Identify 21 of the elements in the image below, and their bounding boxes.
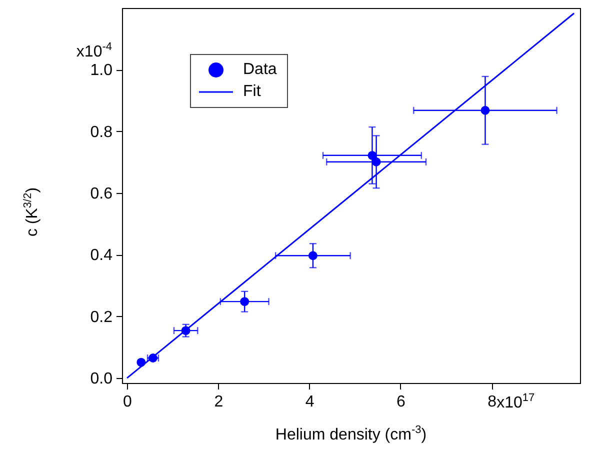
x-tick-label: 4 (305, 394, 314, 410)
x-tick-label: 8 (488, 394, 497, 410)
x-tick-label: 0 (123, 394, 132, 410)
x-tick-label: 6 (396, 394, 406, 410)
point (480, 106, 490, 115)
y-tick-label: 0.6 (90, 186, 113, 203)
point (240, 297, 250, 306)
text: x10$^{17}$ (496, 391, 535, 412)
point (372, 157, 381, 166)
y-tick-label: 1.0 (90, 62, 113, 80)
legend-label: Fit (243, 83, 261, 101)
text: x10$^{-4}$ (76, 40, 112, 61)
point (308, 251, 318, 260)
y-tick-label: 0.8 (90, 124, 113, 141)
point (368, 150, 377, 160)
legend-label: Data (243, 61, 277, 79)
x-tick-label: 2 (214, 394, 224, 410)
y-tick-label: 0.0 (90, 370, 113, 388)
y-tick-label: 0.2 (90, 308, 113, 326)
x-axis-title: Helium density (cm$^{-3}$) (274, 424, 428, 444)
y-tick-label: 0.4 (90, 247, 113, 264)
